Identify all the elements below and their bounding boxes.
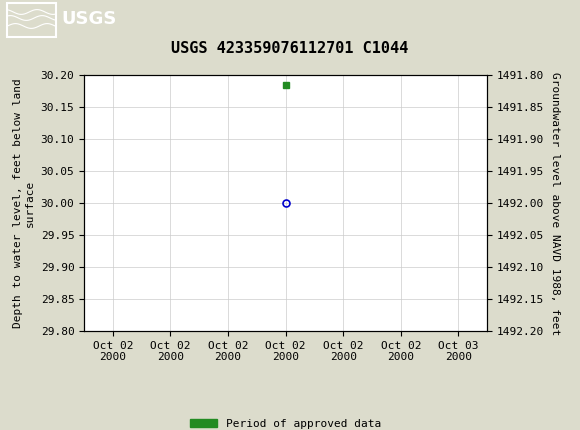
Text: USGS 423359076112701 C1044: USGS 423359076112701 C1044 xyxy=(171,41,409,56)
Text: USGS: USGS xyxy=(61,10,116,28)
Bar xyxy=(7,3,56,37)
Y-axis label: Depth to water level, feet below land
surface: Depth to water level, feet below land su… xyxy=(13,78,35,328)
Y-axis label: Groundwater level above NAVD 1988, feet: Groundwater level above NAVD 1988, feet xyxy=(550,71,560,335)
Legend: Period of approved data: Period of approved data xyxy=(185,414,386,430)
